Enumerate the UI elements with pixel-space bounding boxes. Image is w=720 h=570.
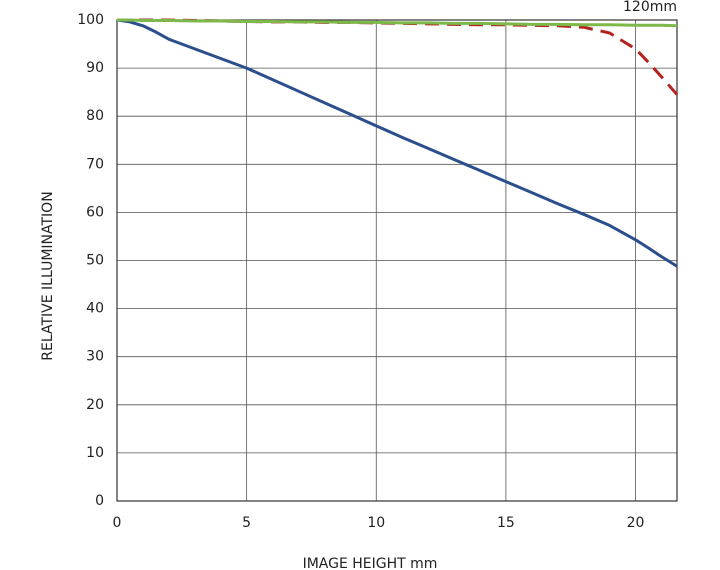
- y-tick-label: 50: [86, 253, 104, 269]
- y-tick-label: 70: [86, 156, 104, 172]
- x-tick-label: 5: [242, 515, 251, 531]
- line-series: [117, 18, 679, 96]
- y-tick-label: 20: [86, 397, 104, 413]
- x-tick-label: 10: [367, 515, 385, 531]
- y-tick-label: 10: [86, 445, 104, 461]
- line-series: [117, 18, 678, 28]
- line-series: [116, 18, 678, 268]
- x-axis-label: IMAGE HEIGHT mm: [303, 556, 438, 570]
- chart-title: 120mm: [623, 0, 677, 15]
- y-tick-label: 100: [77, 12, 104, 28]
- x-tick-label: 0: [113, 515, 122, 531]
- y-tick-label: 30: [86, 349, 104, 365]
- y-tick-label: 0: [95, 493, 104, 509]
- plot-frame: [116, 19, 678, 502]
- x-tick-label: 15: [497, 515, 515, 531]
- y-tick-label: 80: [86, 108, 104, 124]
- y-tick-label: 90: [86, 60, 104, 76]
- y-tick-label: 40: [86, 301, 104, 317]
- y-tick-label: 60: [86, 204, 104, 220]
- y-axis-label: RELATIVE ILLUMINATION: [40, 191, 56, 360]
- x-tick-label: 20: [627, 515, 645, 531]
